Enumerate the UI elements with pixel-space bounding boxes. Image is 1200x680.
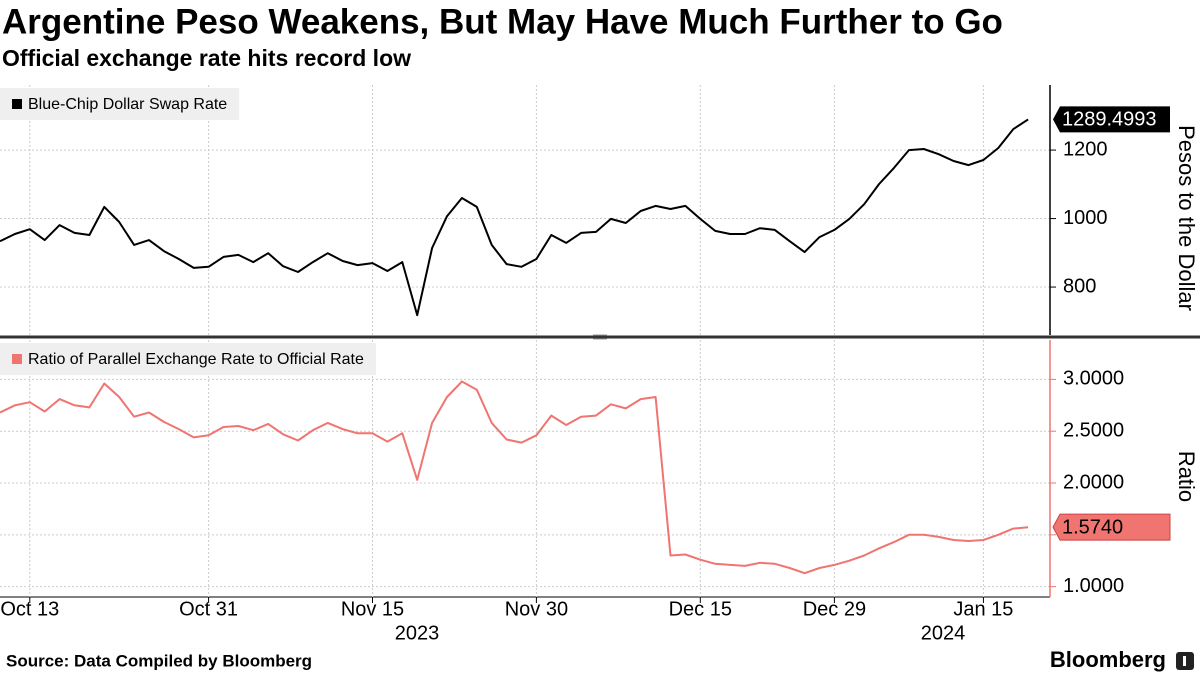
last-value-box [1053,106,1170,133]
y-axis-title: Pesos to the Dollar [1174,125,1199,311]
y-tick-label: 1200 [1063,138,1108,160]
last-value-box [1052,513,1171,541]
y-tick-label: 2.0000 [1063,471,1124,493]
last-value-label: 1.5740 [1062,516,1123,538]
legend-label: Ratio of Parallel Exchange Rate to Offic… [28,351,364,368]
y-axis-title: Ratio [1174,451,1199,502]
x-year-label: 2023 [395,622,440,644]
last-value-label: 1289.4993 [1062,109,1157,131]
chart-title: Argentine Peso Weakens, But May Have Muc… [2,2,1003,41]
x-year-label: 2024 [921,622,966,644]
source-note: Source: Data Compiled by Bloomberg [6,651,312,670]
x-tick-label: Jan 15 [953,598,1013,620]
data-line [0,118,1029,317]
y-tick-label: 2.5000 [1063,419,1124,441]
legend-background [0,343,376,375]
y-tick-label: 1.0000 [1063,575,1124,597]
brand-logo-text: Bloomberg [1050,647,1166,672]
legend-swatch [12,354,22,364]
data-line [0,380,1029,575]
x-tick-label: Oct 13 [0,598,59,620]
brand-icon-mark [1183,656,1186,666]
legend-swatch [12,99,22,109]
x-tick-label: Nov 30 [505,598,568,620]
legend-label: Blue-Chip Dollar Swap Rate [28,96,227,113]
legend-background [0,88,240,120]
x-tick-label: Oct 31 [179,598,238,620]
y-tick-label: 3.0000 [1063,368,1124,390]
x-tick-label: Dec 29 [803,598,866,620]
y-tick-label: 1000 [1063,207,1108,229]
x-tick-label: Dec 15 [669,598,732,620]
y-tick-label: 800 [1063,275,1096,297]
chart-subtitle: Official exchange rate hits record low [2,45,411,71]
x-tick-label: Nov 15 [341,598,404,620]
